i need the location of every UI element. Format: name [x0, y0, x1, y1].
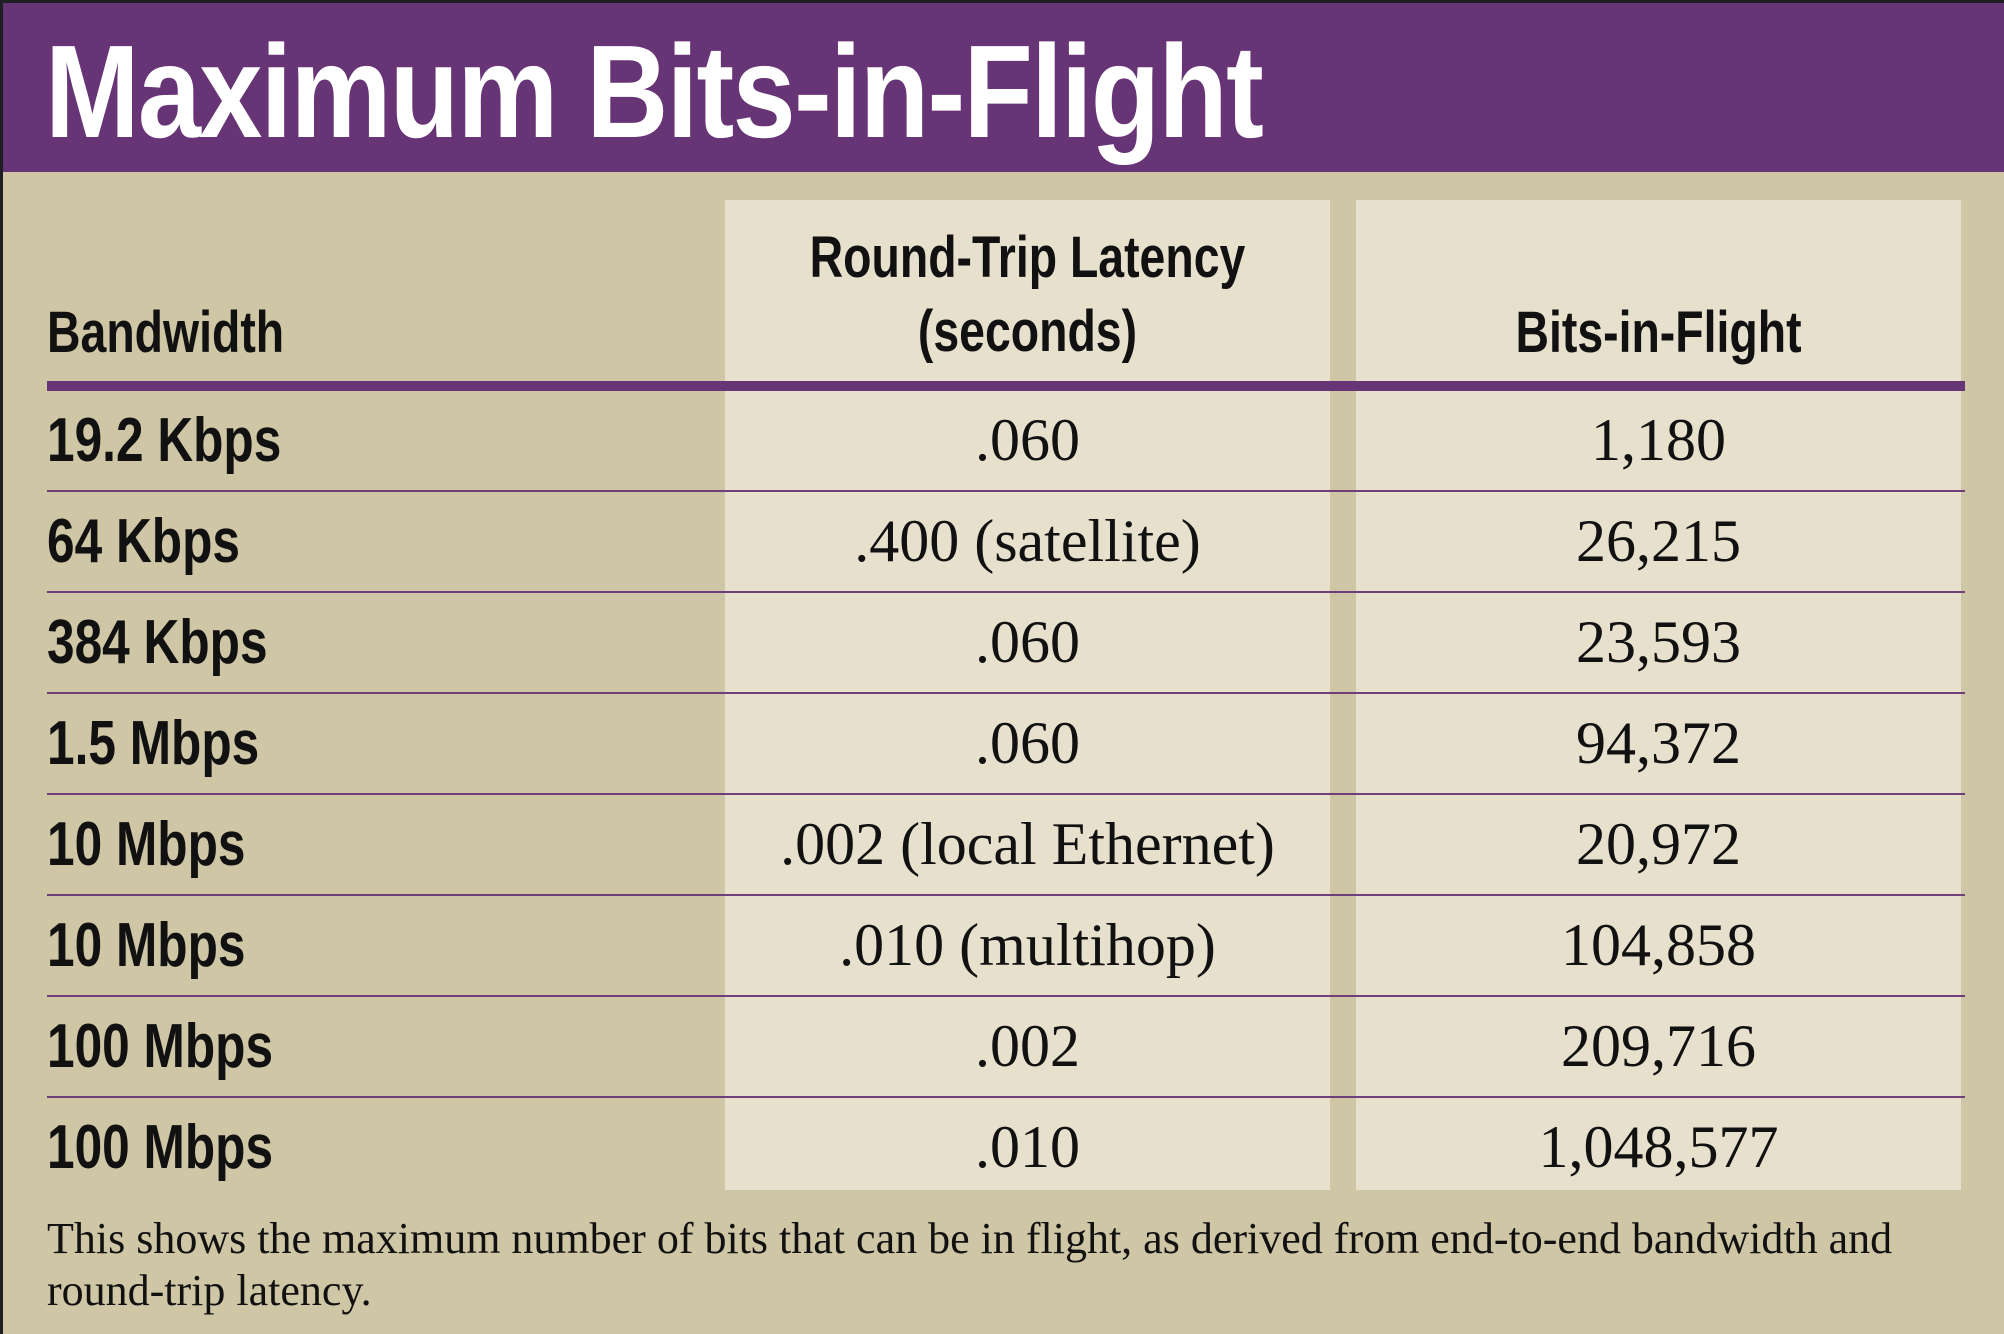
bits-cell: 26,215: [1576, 508, 1741, 574]
bandwidth-cell: 100 Mbps: [47, 1113, 274, 1182]
row-divider: [47, 894, 1965, 896]
header-latency-line1: Round-Trip Latency: [809, 225, 1246, 290]
bits-cell: 94,372: [1576, 710, 1741, 776]
bandwidth-cell: 10 Mbps: [47, 911, 246, 980]
bits-cell: 1,048,577: [1538, 1114, 1779, 1180]
bits-cell: 104,858: [1561, 912, 1756, 978]
table-row: 10 Mbps .010 (multihop) 104,858: [3, 896, 2004, 997]
header-latency: Round-Trip Latency (seconds): [786, 221, 1270, 369]
bandwidth-cell: 64 Kbps: [47, 507, 240, 576]
bandwidth-cell: 19.2 Kbps: [47, 406, 282, 475]
header-latency-line2: (seconds): [917, 299, 1138, 364]
row-divider: [47, 1096, 1965, 1098]
table-row: 1.5 Mbps .060 94,372: [3, 694, 2004, 795]
title-bar: Maximum Bits-in-Flight: [3, 3, 2004, 172]
header-bits-in-flight: Bits-in-Flight: [1515, 300, 1802, 365]
bandwidth-cell: 100 Mbps: [47, 1012, 274, 1081]
bandwidth-cell: 10 Mbps: [47, 810, 246, 879]
latency-column-background: [725, 200, 1330, 1190]
table-row: 384 Kbps .060 23,593: [3, 593, 2004, 694]
table-row: 100 Mbps .002 209,716: [3, 997, 2004, 1098]
bits-cell: 209,716: [1561, 1013, 1756, 1079]
header-rule: [47, 381, 1965, 391]
bits-cell: 23,593: [1576, 609, 1741, 675]
table-row: 64 Kbps .400 (satellite) 26,215: [3, 492, 2004, 593]
row-divider: [47, 692, 1965, 694]
table-body: 19.2 Kbps .060 1,180 64 Kbps .400 (satel…: [3, 391, 2004, 1199]
bandwidth-cell: 384 Kbps: [47, 608, 268, 677]
latency-cell: .060: [975, 710, 1080, 776]
latency-cell: .400 (satellite): [854, 508, 1201, 574]
row-divider: [47, 490, 1965, 492]
latency-cell: .010: [975, 1114, 1080, 1180]
row-divider: [47, 995, 1965, 997]
figure-caption: This shows the maximum number of bits th…: [47, 1214, 1893, 1315]
latency-cell: .060: [975, 609, 1080, 675]
latency-cell: .060: [975, 407, 1080, 473]
row-divider: [47, 591, 1965, 593]
latency-cell: .002 (local Ethernet): [780, 811, 1275, 877]
bits-cell: 1,180: [1591, 407, 1726, 473]
row-divider: [47, 793, 1965, 795]
table-row: 10 Mbps .002 (local Ethernet) 20,972: [3, 795, 2004, 896]
figure-title: Maximum Bits-in-Flight: [45, 18, 1264, 165]
latency-cell: .002: [975, 1013, 1080, 1079]
bits-column-background: [1356, 200, 1961, 1190]
bandwidth-cell: 1.5 Mbps: [47, 709, 260, 778]
bits-cell: 20,972: [1576, 811, 1741, 877]
latency-cell: .010 (multihop): [839, 912, 1216, 978]
header-bandwidth: Bandwidth: [47, 300, 285, 365]
table-row: 19.2 Kbps .060 1,180: [3, 391, 2004, 492]
table-row: 100 Mbps .010 1,048,577: [3, 1098, 2004, 1199]
